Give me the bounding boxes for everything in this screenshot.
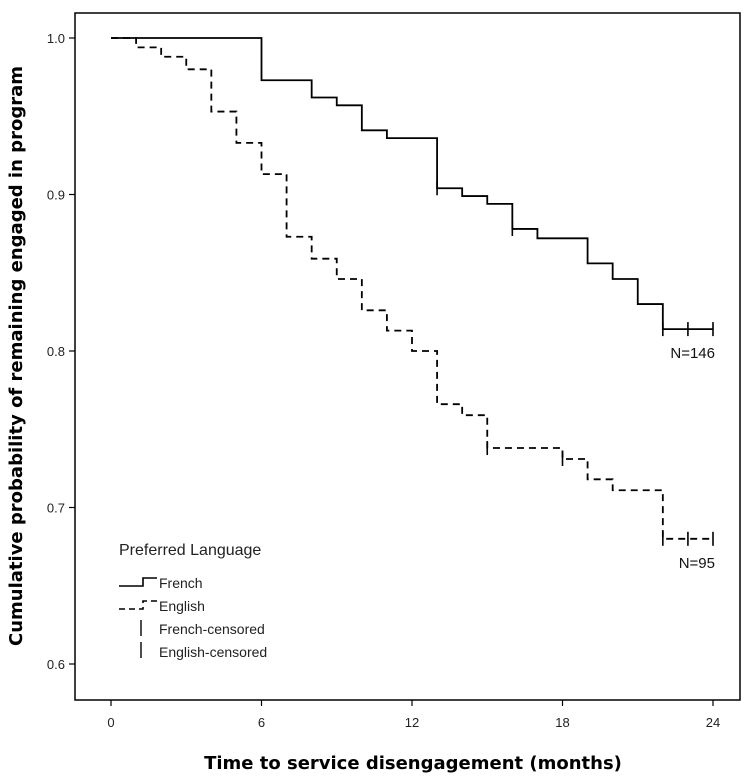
legend-label-english: English (159, 598, 205, 614)
legend-swatch-english (119, 600, 157, 610)
y-tick-label: 0.9 (47, 188, 65, 203)
x-tick-label: 6 (258, 715, 265, 730)
x-axis-title: Time to service disengagement (months) (204, 753, 622, 774)
y-axis-title: Cumulative probability of remaining enga… (6, 66, 27, 646)
series-line-french (111, 37, 713, 330)
series-n-label-french: N=146 (670, 345, 715, 362)
x-tick-label: 0 (107, 715, 114, 730)
x-axis-ticks: 0 6 12 18 24 (107, 700, 720, 730)
plot-frame (74, 12, 741, 701)
legend-label-french: French (159, 575, 203, 591)
legend-label-english-censored: English-censored (159, 644, 267, 660)
y-tick-label: 0.8 (47, 344, 65, 359)
y-tick-label: 0.7 (47, 501, 65, 516)
x-tick-label: 24 (706, 715, 720, 730)
y-tick-label: 0.6 (47, 657, 65, 672)
y-tick-label: 1.0 (47, 31, 65, 46)
legend-title: Preferred Language (119, 542, 261, 559)
legend-label-french-censored: French-censored (159, 621, 265, 637)
series-n-label-english: N=95 (679, 555, 715, 572)
y-axis-ticks: 0.6 0.7 0.8 0.9 1.0 (47, 31, 75, 672)
end-labels: N=146 N=95 (670, 345, 715, 572)
series-line-english (111, 37, 713, 540)
series-layer (111, 37, 714, 546)
x-tick-label: 18 (555, 715, 569, 730)
x-tick-label: 12 (405, 715, 419, 730)
legend-swatch-french (119, 577, 157, 587)
legend: Preferred Language French English French… (119, 542, 267, 660)
